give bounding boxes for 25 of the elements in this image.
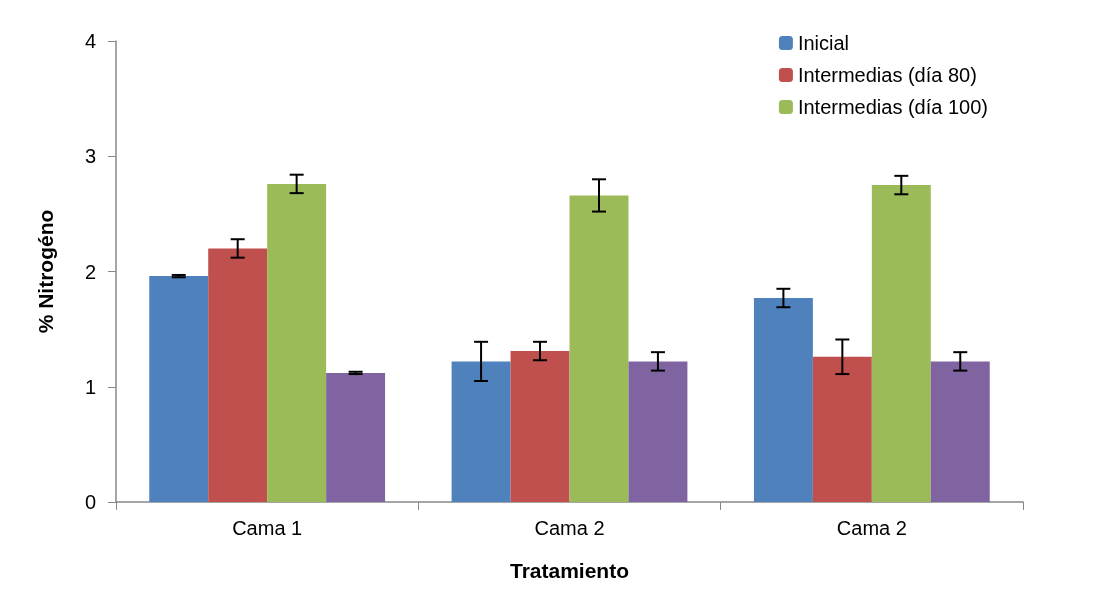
bar [326, 372, 386, 502]
y-tick-label: 1 [84, 375, 96, 398]
bar [451, 361, 511, 502]
y-tick-label: 0 [84, 491, 96, 513]
x-tick-label: Cama 2 [534, 517, 605, 539]
legend-label: Inicial [797, 32, 850, 54]
y-tick-label: 2 [84, 260, 96, 283]
bar [930, 361, 990, 502]
bar [267, 183, 327, 502]
y-tick-label: 4 [84, 30, 96, 52]
legend-label: Intermedias (día 80) [797, 64, 977, 86]
bar [510, 351, 570, 502]
bar [149, 276, 209, 502]
bar [812, 356, 872, 502]
x-tick-label: Cama 2 [836, 517, 907, 539]
x-axis-title: Tratamiento [509, 559, 630, 582]
y-tick-label: 3 [84, 145, 96, 168]
bar [628, 361, 688, 502]
bar [871, 185, 931, 502]
bar [208, 248, 268, 502]
bar [569, 195, 629, 502]
legend-label: Intermedias (día 100) [797, 96, 989, 118]
bar [753, 298, 813, 502]
y-axis-title: % Nitrogéno [34, 209, 57, 334]
x-tick-label: Cama 1 [232, 517, 303, 539]
